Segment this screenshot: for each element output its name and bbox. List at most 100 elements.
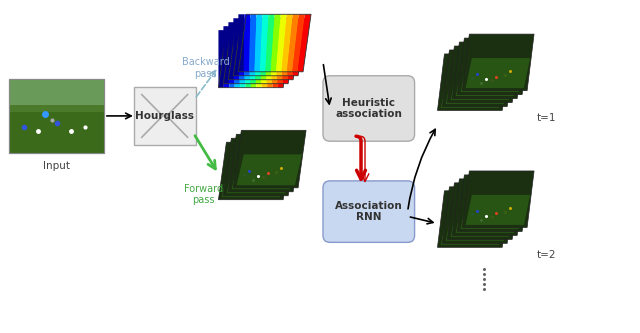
Polygon shape: [261, 26, 272, 84]
Polygon shape: [442, 187, 514, 243]
Polygon shape: [234, 26, 241, 84]
FancyBboxPatch shape: [323, 181, 415, 242]
Text: Hourglass: Hourglass: [135, 111, 194, 121]
Polygon shape: [447, 183, 519, 239]
Polygon shape: [262, 30, 273, 88]
Text: Forward
pass: Forward pass: [184, 184, 223, 205]
Polygon shape: [251, 30, 261, 88]
Polygon shape: [255, 22, 265, 80]
Text: t=1: t=1: [537, 114, 557, 124]
Polygon shape: [223, 138, 296, 196]
Polygon shape: [239, 18, 246, 76]
Polygon shape: [456, 66, 520, 96]
Polygon shape: [239, 26, 248, 84]
Polygon shape: [458, 38, 529, 95]
Polygon shape: [223, 26, 230, 84]
Polygon shape: [451, 70, 515, 100]
Polygon shape: [256, 26, 266, 84]
Polygon shape: [441, 78, 505, 108]
Polygon shape: [277, 26, 290, 84]
Polygon shape: [260, 18, 269, 76]
Polygon shape: [276, 14, 287, 72]
Polygon shape: [272, 26, 284, 84]
Polygon shape: [260, 22, 271, 80]
Polygon shape: [232, 159, 297, 189]
Polygon shape: [245, 30, 255, 88]
Polygon shape: [461, 199, 525, 229]
Polygon shape: [277, 22, 289, 80]
Polygon shape: [224, 30, 230, 88]
Polygon shape: [221, 166, 287, 197]
Polygon shape: [282, 14, 293, 72]
Polygon shape: [244, 18, 252, 76]
Polygon shape: [456, 203, 520, 233]
Polygon shape: [249, 14, 257, 72]
Polygon shape: [273, 30, 285, 88]
Polygon shape: [271, 14, 281, 72]
Polygon shape: [466, 58, 530, 88]
Polygon shape: [267, 26, 278, 84]
Text: Backward
pass: Backward pass: [182, 57, 229, 79]
Polygon shape: [266, 14, 275, 72]
Polygon shape: [240, 30, 249, 88]
Polygon shape: [228, 134, 301, 192]
Polygon shape: [229, 30, 237, 88]
Polygon shape: [461, 62, 525, 92]
Polygon shape: [282, 18, 294, 76]
Polygon shape: [282, 22, 295, 80]
Polygon shape: [260, 14, 269, 72]
Polygon shape: [462, 171, 534, 227]
Polygon shape: [452, 179, 524, 235]
Polygon shape: [271, 18, 282, 76]
Polygon shape: [256, 30, 267, 88]
FancyBboxPatch shape: [10, 112, 104, 153]
Polygon shape: [238, 14, 244, 72]
Polygon shape: [266, 18, 276, 76]
Polygon shape: [218, 30, 225, 88]
Polygon shape: [250, 22, 259, 80]
Polygon shape: [278, 30, 291, 88]
Polygon shape: [283, 26, 296, 84]
Polygon shape: [445, 74, 510, 104]
FancyBboxPatch shape: [134, 87, 196, 145]
Polygon shape: [438, 191, 509, 247]
Text: t=2: t=2: [537, 250, 557, 260]
Polygon shape: [458, 175, 529, 231]
Polygon shape: [287, 18, 300, 76]
Polygon shape: [462, 34, 534, 91]
Polygon shape: [250, 18, 258, 76]
Polygon shape: [239, 22, 246, 80]
Polygon shape: [266, 22, 277, 80]
Polygon shape: [276, 18, 288, 76]
FancyBboxPatch shape: [323, 76, 415, 141]
Polygon shape: [441, 215, 505, 245]
Polygon shape: [234, 22, 241, 80]
Polygon shape: [452, 42, 524, 99]
Polygon shape: [438, 54, 509, 111]
Polygon shape: [227, 162, 292, 193]
Polygon shape: [250, 26, 260, 84]
Text: Association
RNN: Association RNN: [335, 201, 403, 222]
Polygon shape: [245, 26, 253, 84]
Text: Heuristic
association: Heuristic association: [335, 98, 402, 119]
Text: Input: Input: [43, 161, 70, 171]
Polygon shape: [229, 26, 236, 84]
Polygon shape: [288, 22, 301, 80]
Polygon shape: [244, 14, 250, 72]
FancyBboxPatch shape: [10, 79, 104, 105]
Polygon shape: [271, 22, 283, 80]
Polygon shape: [234, 130, 306, 188]
Polygon shape: [218, 142, 291, 200]
Polygon shape: [451, 207, 515, 237]
Polygon shape: [445, 211, 510, 241]
Polygon shape: [292, 14, 305, 72]
Polygon shape: [292, 18, 306, 76]
Polygon shape: [287, 14, 299, 72]
Polygon shape: [234, 18, 239, 76]
FancyBboxPatch shape: [10, 79, 104, 153]
Polygon shape: [237, 155, 302, 185]
Polygon shape: [244, 22, 253, 80]
Polygon shape: [442, 50, 514, 107]
Polygon shape: [267, 30, 279, 88]
Polygon shape: [228, 22, 234, 80]
